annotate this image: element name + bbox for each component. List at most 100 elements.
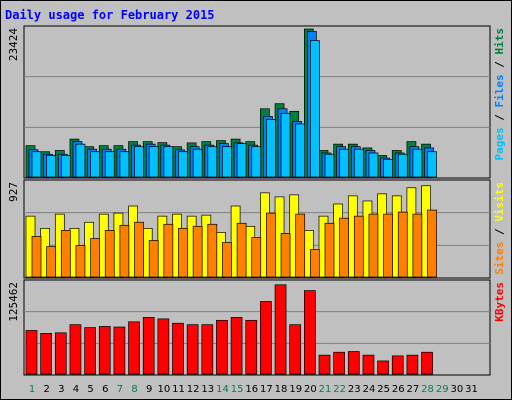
bar-kbytes-day-27 — [406, 354, 419, 375]
day-label-19: 19 — [289, 384, 302, 395]
bar-sites-day-23 — [353, 215, 364, 278]
bar-pages-day-11 — [178, 151, 188, 178]
bar-kbytes-day-7 — [113, 326, 126, 375]
day-label-7: 7 — [117, 384, 123, 395]
day-label-21: 21 — [319, 384, 332, 395]
day-label-8: 8 — [131, 384, 137, 395]
day-label-24: 24 — [363, 384, 376, 395]
bar-sites-day-22 — [339, 217, 349, 278]
bar-pages-day-22 — [339, 148, 349, 178]
bar-sites-day-13 — [207, 223, 218, 278]
bar-sites-day-27 — [412, 213, 423, 278]
legend-item-kbytes: KBytes — [493, 282, 506, 322]
day-label-25: 25 — [377, 384, 390, 395]
bar-sites-day-12 — [192, 225, 203, 278]
bar-sites-day-21 — [324, 222, 335, 278]
bar-sites-day-15 — [236, 222, 247, 278]
bar-pages-day-16 — [251, 146, 262, 178]
bar-sites-day-8 — [134, 221, 144, 278]
bar-kbytes-day-5 — [84, 327, 96, 375]
bar-sites-day-20 — [310, 249, 320, 278]
bar-sites-day-28 — [427, 209, 437, 278]
bar-kbytes-day-22 — [333, 351, 345, 375]
legend-item-visits: Visits — [493, 182, 506, 222]
day-label-17: 17 — [260, 384, 273, 395]
day-label-5: 5 — [87, 384, 93, 395]
day-label-30: 30 — [450, 384, 463, 395]
bar-pages-day-18 — [280, 112, 291, 178]
bar-kbytes-day-20 — [304, 290, 316, 375]
bar-pages-day-8 — [134, 146, 144, 178]
day-label-11: 11 — [172, 384, 185, 395]
day-label-15: 15 — [231, 384, 244, 395]
bar-pages-day-19 — [295, 123, 306, 178]
chart-title: Daily usage for February 2015 — [5, 8, 215, 22]
bar-sites-day-19 — [295, 213, 306, 278]
bar-kbytes-day-8 — [128, 321, 140, 375]
bar-kbytes-day-19 — [289, 324, 302, 375]
bar-sites-day-6 — [104, 230, 115, 278]
legend-3: KBytes — [493, 282, 506, 322]
bar-pages-day-6 — [104, 151, 115, 178]
bar-kbytes-day-9 — [142, 317, 155, 375]
bar-kbytes-day-16 — [245, 319, 258, 375]
bar-sites-day-5 — [90, 238, 100, 278]
bar-pages-day-25 — [383, 158, 393, 178]
legend-2: Sites / Visits — [493, 182, 506, 275]
day-label-14: 14 — [216, 384, 229, 395]
bar-pages-day-14 — [222, 146, 232, 178]
bar-sites-day-4 — [75, 245, 86, 278]
day-label-10: 10 — [157, 384, 170, 395]
day-label-6: 6 — [102, 384, 108, 395]
bar-kbytes-day-24 — [362, 354, 375, 375]
day-label-22: 22 — [333, 384, 346, 395]
day-label-29: 29 — [436, 384, 449, 395]
bar-sites-day-11 — [178, 227, 188, 278]
bar-pages-day-21 — [324, 153, 335, 178]
bar-sites-day-1 — [31, 236, 42, 278]
bar-pages-day-23 — [353, 148, 364, 178]
bar-pages-day-28 — [427, 151, 437, 178]
bar-kbytes-day-14 — [216, 319, 228, 375]
bar-pages-day-7 — [119, 151, 130, 178]
bar-pages-day-5 — [90, 151, 100, 178]
bar-sites-day-24 — [368, 213, 379, 278]
bar-kbytes-day-18 — [274, 284, 287, 375]
y-max-label-3: 125462 — [7, 282, 20, 322]
bar-pages-day-26 — [397, 153, 408, 178]
bar-kbytes-day-13 — [201, 324, 214, 375]
bar-sites-day-9 — [148, 240, 159, 278]
bar-kbytes-day-12 — [186, 324, 199, 375]
legend-item-pages: Pages — [493, 127, 506, 160]
day-label-28: 28 — [421, 384, 434, 395]
bar-sites-day-10 — [163, 223, 174, 278]
day-label-3: 3 — [58, 384, 64, 395]
legend-1: Pages / Files / Hits — [493, 28, 506, 161]
bar-pages-day-12 — [192, 148, 203, 178]
bar-sites-day-3 — [60, 230, 71, 278]
bar-pages-day-15 — [236, 143, 247, 178]
bar-kbytes-day-28 — [421, 351, 433, 375]
bar-kbytes-day-3 — [54, 332, 67, 375]
bar-kbytes-day-15 — [230, 317, 243, 375]
day-label-18: 18 — [275, 384, 288, 395]
bar-sites-day-16 — [251, 237, 262, 278]
bar-kbytes-day-11 — [172, 322, 184, 375]
bar-kbytes-day-6 — [98, 326, 111, 375]
day-label-26: 26 — [392, 384, 405, 395]
legend-item-hits: Hits — [493, 28, 506, 55]
bar-kbytes-day-25 — [377, 360, 389, 375]
bar-sites-day-26 — [397, 211, 408, 278]
y-max-label-1: 23424 — [7, 28, 20, 61]
bar-pages-day-1 — [31, 151, 42, 178]
bar-kbytes-day-2 — [40, 333, 53, 375]
bar-sites-day-17 — [266, 212, 276, 278]
bar-kbytes-day-10 — [157, 318, 170, 375]
bar-sites-day-18 — [280, 233, 291, 278]
day-label-31: 31 — [465, 384, 478, 395]
day-label-1: 1 — [29, 384, 35, 395]
bar-kbytes-day-26 — [391, 355, 404, 375]
bar-sites-day-2 — [46, 246, 57, 278]
bar-kbytes-day-17 — [260, 301, 272, 375]
